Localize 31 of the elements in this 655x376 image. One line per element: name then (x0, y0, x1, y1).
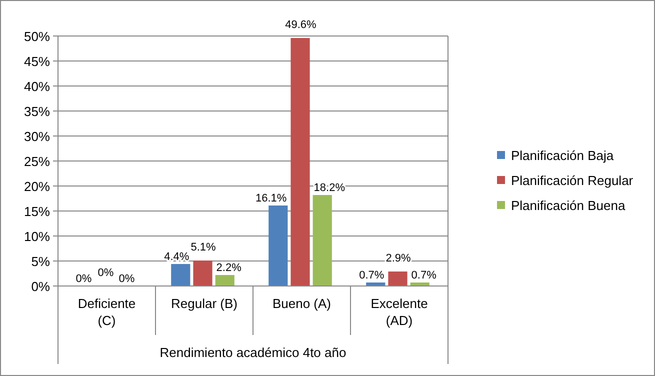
x-axis-title: Rendimiento académico 4to año (160, 345, 346, 360)
y-tick-label: 25% (24, 154, 50, 169)
y-tick-label: 45% (24, 54, 50, 69)
data-label: 4.4% (164, 251, 190, 263)
data-label: 0% (76, 273, 92, 285)
y-tick-label: 35% (24, 104, 50, 119)
legend-label: Planificación Regular (511, 173, 634, 188)
data-label: 49.6% (285, 19, 317, 31)
data-label: 5.1% (190, 242, 216, 254)
data-label: 2.9% (386, 252, 411, 264)
y-tick-label: 40% (24, 79, 50, 94)
data-label: 0% (98, 267, 114, 279)
y-tick-label: 5% (31, 254, 50, 269)
x-tick-label: Regular (B) (171, 296, 238, 311)
data-label: 0.7% (411, 270, 437, 282)
data-label: 0.7% (359, 270, 384, 282)
legend-label: Planificación Baja (511, 148, 614, 163)
data-label: 0% (118, 273, 135, 285)
y-tick-label: 30% (24, 129, 50, 144)
y-tick-label: 10% (24, 229, 50, 244)
data-label: 18.2% (314, 182, 346, 194)
data-label: 16.1% (255, 192, 287, 204)
y-tick-label: 20% (24, 179, 50, 194)
legend-label: Planificación Buena (511, 198, 626, 213)
y-tick-label: 0% (31, 279, 50, 294)
y-tick-label: 50% (24, 29, 50, 44)
data-label: 2.2% (216, 262, 242, 274)
x-tick-label: Excelente (AD) (370, 296, 428, 328)
x-tick-label: Bueno (A) (272, 296, 332, 311)
x-tick-label: Deficiente (C) (78, 296, 136, 328)
y-tick-label: 15% (24, 204, 50, 219)
